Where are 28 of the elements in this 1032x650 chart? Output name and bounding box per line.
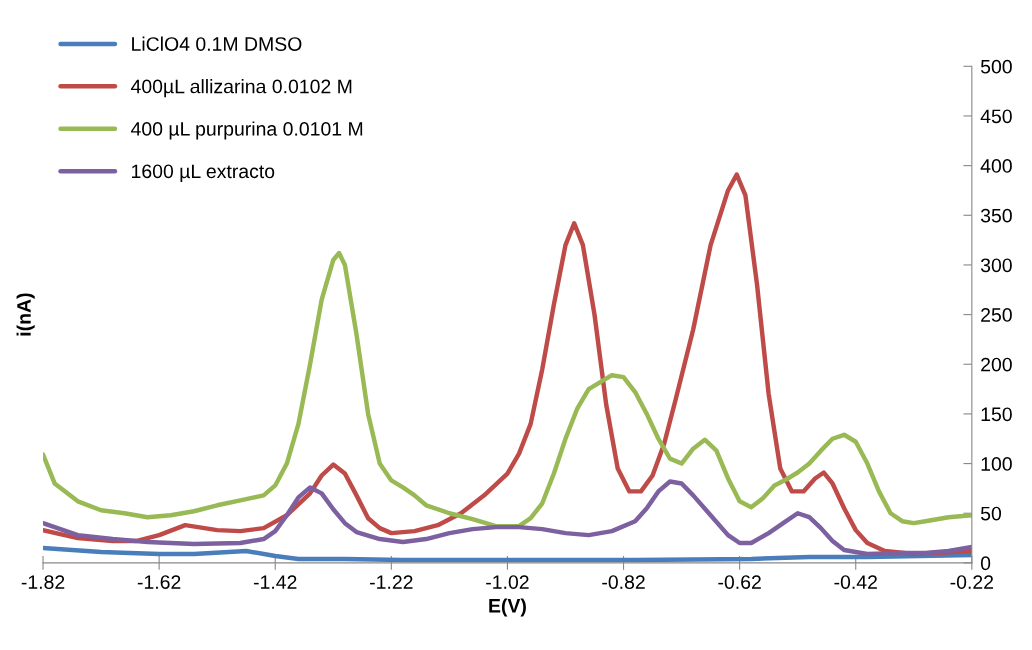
x-tick-label: -0.42 — [834, 575, 877, 589]
x-tick-label: -0.22 — [950, 575, 994, 589]
x-axis-title: E(V) — [489, 598, 526, 617]
line-series — [43, 479, 972, 557]
y-tick-label: 100 — [981, 457, 1012, 471]
x-tick-label: -1.02 — [486, 575, 529, 589]
y-tick-label: 400 — [980, 159, 1012, 173]
y-tick-label: 150 — [981, 407, 1012, 422]
x-tick-label: -1.42 — [253, 575, 297, 589]
x-tick-label: -0.62 — [718, 575, 761, 589]
legend-label: 1600 µL extracto — [132, 164, 275, 183]
y-tick-label: 50 — [980, 506, 1002, 521]
y-tick-label: 300 — [980, 258, 1012, 273]
y-axis-title: i(nA) — [16, 293, 35, 336]
x-tick-label: -0.82 — [602, 575, 645, 589]
y-tick-label: 200 — [981, 357, 1012, 372]
x-tick-label: -1.62 — [137, 575, 181, 589]
legend-label: 400µL allizarina 0.0102 M — [130, 79, 352, 98]
line-series — [43, 250, 972, 529]
y-tick-label: 450 — [980, 109, 1012, 124]
y-tick-label: 250 — [981, 308, 1012, 322]
legend-label: LiClO4 0.1M DMSO — [132, 36, 302, 51]
y-tick-label: 500 — [980, 59, 1012, 74]
x-tick-label: -1.82 — [21, 575, 65, 589]
legend-label: 400 µL purpurina 0.0101 M — [130, 121, 363, 140]
x-tick-label: -1.22 — [370, 575, 413, 589]
y-tick-label: 350 — [980, 208, 1012, 223]
y-tick-label: 0 — [980, 556, 991, 571]
